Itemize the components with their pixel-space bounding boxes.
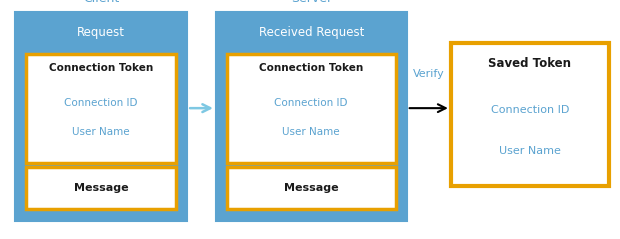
Text: Connection ID: Connection ID — [490, 105, 569, 115]
Text: User Name: User Name — [283, 127, 340, 137]
FancyBboxPatch shape — [26, 54, 176, 163]
FancyBboxPatch shape — [15, 12, 187, 221]
FancyBboxPatch shape — [216, 12, 407, 221]
Text: Verify: Verify — [413, 70, 445, 80]
Text: Connection Token: Connection Token — [49, 63, 153, 73]
Text: Connection ID: Connection ID — [64, 98, 138, 108]
Text: Request: Request — [77, 26, 125, 39]
Text: Client: Client — [83, 0, 119, 5]
Text: User Name: User Name — [73, 127, 130, 137]
Text: Message: Message — [74, 183, 128, 193]
Text: Saved Token: Saved Token — [489, 57, 571, 70]
FancyBboxPatch shape — [227, 167, 396, 209]
Text: Connection ID: Connection ID — [275, 98, 348, 108]
Text: User Name: User Name — [499, 146, 560, 156]
Text: Message: Message — [284, 183, 339, 193]
Text: Received Request: Received Request — [259, 26, 364, 39]
FancyBboxPatch shape — [26, 167, 176, 209]
Text: Server: Server — [291, 0, 332, 5]
Text: Connection Token: Connection Token — [259, 63, 363, 73]
FancyBboxPatch shape — [451, 43, 609, 186]
FancyBboxPatch shape — [227, 54, 396, 163]
